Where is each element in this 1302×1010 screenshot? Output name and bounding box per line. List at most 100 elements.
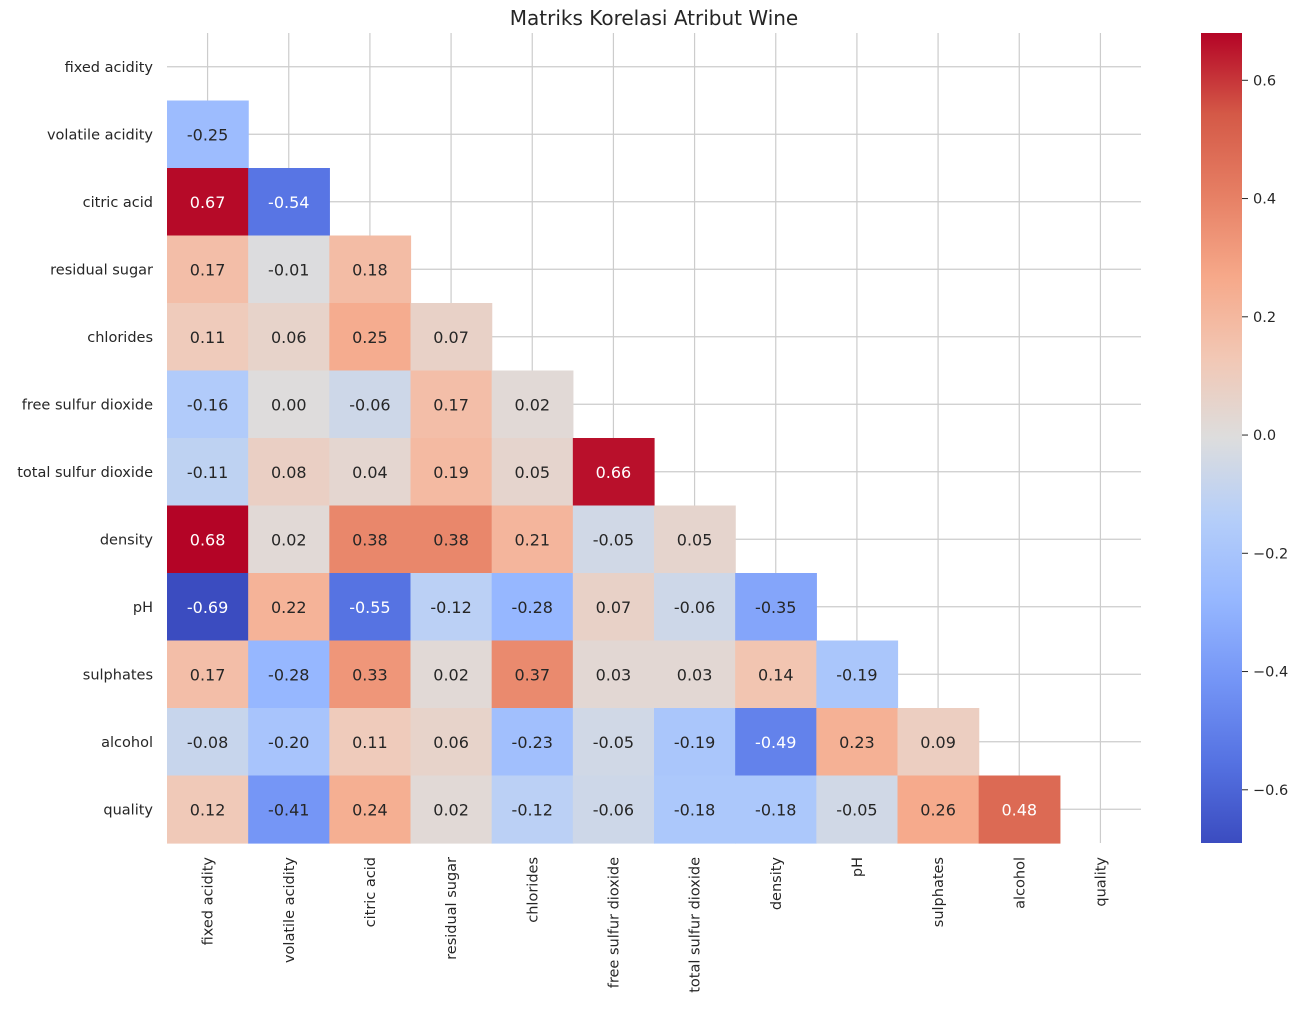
cell-value-label: 0.24	[352, 800, 388, 819]
heatmap-cell-free-sulfur-dioxide-fixed-acidity	[167, 370, 249, 439]
y-tick-label-quality: quality	[103, 802, 153, 818]
cell-value-label: 0.04	[352, 463, 388, 482]
heatmap-cell-free-sulfur-dioxide-citric-acid	[329, 370, 412, 439]
x-tick-label-quality: quality	[1093, 857, 1109, 907]
cell-value-label: 0.38	[433, 530, 469, 549]
cell-value-label: 0.17	[190, 665, 226, 684]
heatmap-cell-sulphates-citric-acid	[329, 640, 412, 709]
heatmap-cell-ph-chlorides	[491, 573, 574, 642]
heatmap-cell-sulphates-chlorides	[491, 640, 574, 709]
cell-value-label: 0.68	[190, 530, 226, 549]
heatmap-cell-quality-density	[735, 775, 817, 844]
cell-value-label: -0.08	[187, 733, 228, 752]
heatmap-cell-sulphates-residual-sugar	[410, 640, 493, 709]
colorbar-tick-label: −0.2	[1253, 546, 1288, 562]
heatmap-cell-citric-acid-fixed-acidity	[167, 168, 249, 237]
cell-value-label: 0.07	[596, 598, 632, 617]
heatmap-cell-free-sulfur-dioxide-chlorides	[491, 370, 574, 439]
y-tick-label-chlorides: chlorides	[87, 330, 153, 346]
cell-value-label: -0.18	[755, 800, 796, 819]
heatmap-cell-total-sulfur-dioxide-free-sulfur-dioxide	[572, 438, 655, 507]
y-tick-label-density: density	[100, 532, 154, 548]
cell-value-label: 0.08	[271, 463, 307, 482]
heatmap-cell-sulphates-total-sulfur-dioxide	[654, 640, 736, 709]
heatmap-cell-quality-free-sulfur-dioxide	[572, 775, 655, 844]
heatmap-cell-quality-residual-sugar	[410, 775, 493, 844]
y-axis-tick-labels: fixed acidity volatile acidity citric acid…	[17, 60, 153, 819]
cell-value-label: 0.22	[271, 598, 307, 617]
cell-value-label: 0.02	[271, 530, 307, 549]
cell-value-label: 0.00	[271, 395, 307, 414]
cell-value-label: 0.05	[677, 530, 713, 549]
cell-value-label: 0.02	[514, 395, 550, 414]
x-tick-label-ph: pH	[850, 857, 866, 877]
x-tick-label-citric-acid: citric acid	[363, 857, 379, 927]
cell-value-label: 0.38	[352, 530, 388, 549]
heatmap-cell-quality-ph	[816, 775, 899, 844]
heatmap-cell-chlorides-citric-acid	[329, 303, 412, 372]
heatmap-cell-chlorides-volatile-acidity	[248, 303, 330, 372]
cell-value-label: 0.25	[352, 328, 388, 347]
heatmap-cell-density-citric-acid	[329, 505, 412, 574]
heatmap-cell-total-sulfur-dioxide-volatile-acidity	[248, 438, 330, 507]
heatmap-cell-quality-sulphates	[897, 775, 980, 844]
heatmap-cell-density-total-sulfur-dioxide	[654, 505, 736, 574]
cell-value-label: -0.54	[268, 193, 309, 212]
heatmap-cell-sulphates-ph	[816, 640, 899, 709]
heatmap-cells	[167, 100, 1061, 844]
heatmap-cell-alcohol-chlorides	[491, 708, 574, 777]
y-tick-label-total-sulfur-dioxide: total sulfur dioxide	[17, 465, 153, 481]
heatmap-cell-ph-fixed-acidity	[167, 573, 249, 642]
heatmap-cell-alcohol-total-sulfur-dioxide	[654, 708, 736, 777]
y-tick-label-volatile-acidity: volatile acidity	[47, 127, 153, 143]
heatmap-cell-total-sulfur-dioxide-residual-sugar	[410, 438, 493, 507]
cell-value-label: -0.06	[593, 800, 634, 819]
y-tick-label-ph: pH	[133, 600, 153, 616]
y-tick-label-free-sulfur-dioxide: free sulfur dioxide	[22, 397, 153, 413]
heatmap-cell-free-sulfur-dioxide-residual-sugar	[410, 370, 493, 439]
heatmap-cell-density-chlorides	[491, 505, 574, 574]
heatmap-cell-total-sulfur-dioxide-fixed-acidity	[167, 438, 249, 507]
cell-value-label: 0.14	[758, 665, 794, 684]
cell-value-label: -0.06	[674, 598, 715, 617]
cell-value-label: 0.48	[1001, 800, 1037, 819]
heatmap-cell-sulphates-fixed-acidity	[167, 640, 249, 709]
heatmap-cell-alcohol-fixed-acidity	[167, 708, 249, 777]
cell-value-label: 0.03	[596, 665, 632, 684]
cell-value-label: -0.12	[512, 800, 553, 819]
y-tick-label-residual-sugar: residual sugar	[50, 262, 153, 278]
heatmap-cell-quality-fixed-acidity	[167, 775, 249, 844]
colorbar-tick-label: 0.4	[1253, 192, 1276, 208]
cell-value-label: 0.33	[352, 665, 388, 684]
colorbar-tick-label: 0.2	[1253, 310, 1276, 326]
cell-value-label: 0.12	[190, 800, 226, 819]
cell-value-label: -0.05	[593, 530, 634, 549]
heatmap-cell-chlorides-residual-sugar	[410, 303, 493, 372]
heatmap-cell-residual-sugar-citric-acid	[329, 235, 412, 304]
cell-value-label: 0.37	[514, 665, 550, 684]
cell-value-label: 0.11	[352, 733, 388, 752]
heatmap-cell-ph-citric-acid	[329, 573, 412, 642]
cell-value-label: -0.05	[593, 733, 634, 752]
heatmap-cell-quality-total-sulfur-dioxide	[654, 775, 736, 844]
cell-value-label: 0.21	[514, 530, 550, 549]
cell-value-label: -0.55	[349, 598, 390, 617]
heatmap-cell-sulphates-density	[735, 640, 817, 709]
colorbar-tick-label: 0.6	[1253, 73, 1276, 89]
heatmap-cell-total-sulfur-dioxide-citric-acid	[329, 438, 412, 507]
cell-value-label: -0.41	[268, 800, 309, 819]
heatmap-cell-quality-citric-acid	[329, 775, 412, 844]
heatmap-cell-residual-sugar-volatile-acidity	[248, 235, 330, 304]
heatmap-cell-ph-volatile-acidity	[248, 573, 330, 642]
cell-value-label: -0.18	[674, 800, 715, 819]
x-tick-label-alcohol: alcohol	[1012, 857, 1028, 909]
cell-value-label: -0.06	[349, 395, 390, 414]
heatmap-cell-sulphates-volatile-acidity	[248, 640, 330, 709]
heatmap-cell-alcohol-ph	[816, 708, 899, 777]
cell-value-label: 0.66	[596, 463, 632, 482]
heatmap-cell-ph-density	[735, 573, 817, 642]
heatmap-cell-density-fixed-acidity	[167, 505, 249, 574]
cell-value-label: 0.11	[190, 328, 226, 347]
y-tick-label-fixed-acidity: fixed acidity	[65, 60, 154, 76]
y-tick-label-sulphates: sulphates	[83, 667, 153, 683]
